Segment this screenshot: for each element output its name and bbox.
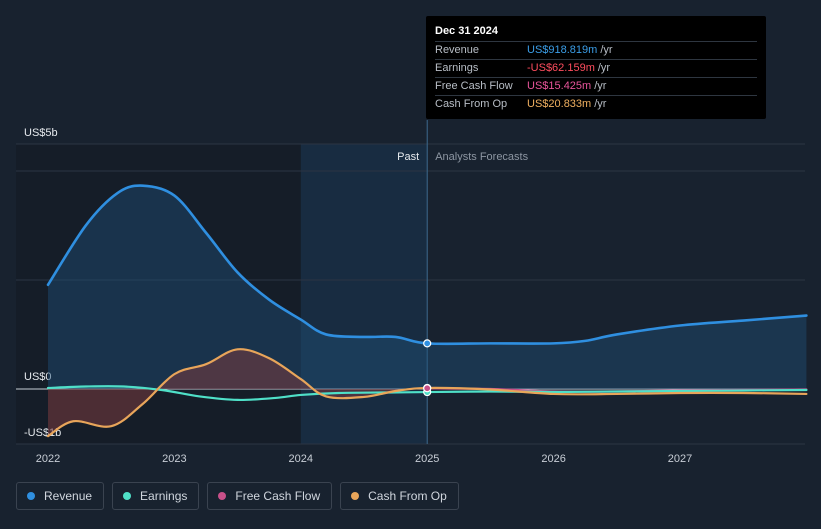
legend-label: Free Cash Flow <box>235 489 321 503</box>
forecast-label: Analysts Forecasts <box>435 151 528 163</box>
legend-label: Cash From Op <box>368 489 447 503</box>
legend-dot-icon <box>351 492 360 500</box>
highlight-region <box>300 144 428 444</box>
x-tick-label: 2025 <box>415 453 439 465</box>
x-tick-label: 2022 <box>36 453 60 465</box>
tooltip-label: Cash From Op <box>435 98 508 110</box>
x-tick-label: 2026 <box>541 453 565 465</box>
tooltip-date: Dec 31 2024 <box>435 24 757 42</box>
series-marker-free-cash-flow <box>423 384 432 393</box>
tooltip-value: -US$62.159m <box>527 62 595 74</box>
tooltip-row-revenue: Revenue US$918.819m /yr <box>435 42 757 60</box>
series-line-revenue <box>46 184 808 346</box>
series-line-earnings <box>46 385 808 402</box>
tooltip-unit: /yr <box>594 98 607 110</box>
y-tick-label: US$0 <box>24 371 52 383</box>
legend-item-cash-from-op[interactable]: Cash From Op <box>340 482 459 510</box>
chart-legend: Revenue Earnings Free Cash Flow Cash Fro… <box>16 482 459 510</box>
series-line-cash-from-op <box>46 348 808 438</box>
tooltip-unit: /yr <box>600 44 613 56</box>
series-marker-revenue <box>423 339 432 348</box>
legend-dot-icon <box>27 492 35 500</box>
tooltip-value: US$918.819m <box>527 44 598 56</box>
legend-label: Revenue <box>44 489 93 503</box>
tooltip-value: US$20.833m <box>527 98 592 110</box>
tooltip-label: Revenue <box>435 44 480 56</box>
tooltip-unit: /yr <box>594 80 607 92</box>
tooltip-row-free-cash-flow: Free Cash Flow US$15.425m /yr <box>435 78 757 96</box>
legend-item-earnings[interactable]: Earnings <box>112 482 200 510</box>
tooltip-unit: /yr <box>597 62 611 74</box>
legend-dot-icon <box>218 492 227 500</box>
legend-item-revenue[interactable]: Revenue <box>16 482 105 510</box>
tooltip-row-earnings: Earnings -US$62.159m /yr <box>435 60 757 78</box>
tooltip-row-cash-from-op: Cash From Op US$20.833m /yr <box>435 96 757 113</box>
tooltip-label: Earnings <box>435 62 479 74</box>
x-tick-label: 2027 <box>668 453 692 465</box>
tooltip-label: Free Cash Flow <box>435 80 513 92</box>
y-tick-label: US$5b <box>24 127 58 139</box>
tooltip-panel: Dec 31 2024 Revenue US$918.819m /yr Earn… <box>426 16 766 119</box>
legend-label: Earnings <box>140 489 188 503</box>
tooltip-value: US$15.425m <box>527 80 592 92</box>
legend-item-free-cash-flow[interactable]: Free Cash Flow <box>207 482 333 510</box>
past-label: Past <box>397 151 419 163</box>
revenue-area <box>48 185 807 389</box>
legend-dot-icon <box>123 492 132 500</box>
x-tick-label: 2023 <box>162 453 186 465</box>
x-tick-label: 2024 <box>289 453 313 465</box>
